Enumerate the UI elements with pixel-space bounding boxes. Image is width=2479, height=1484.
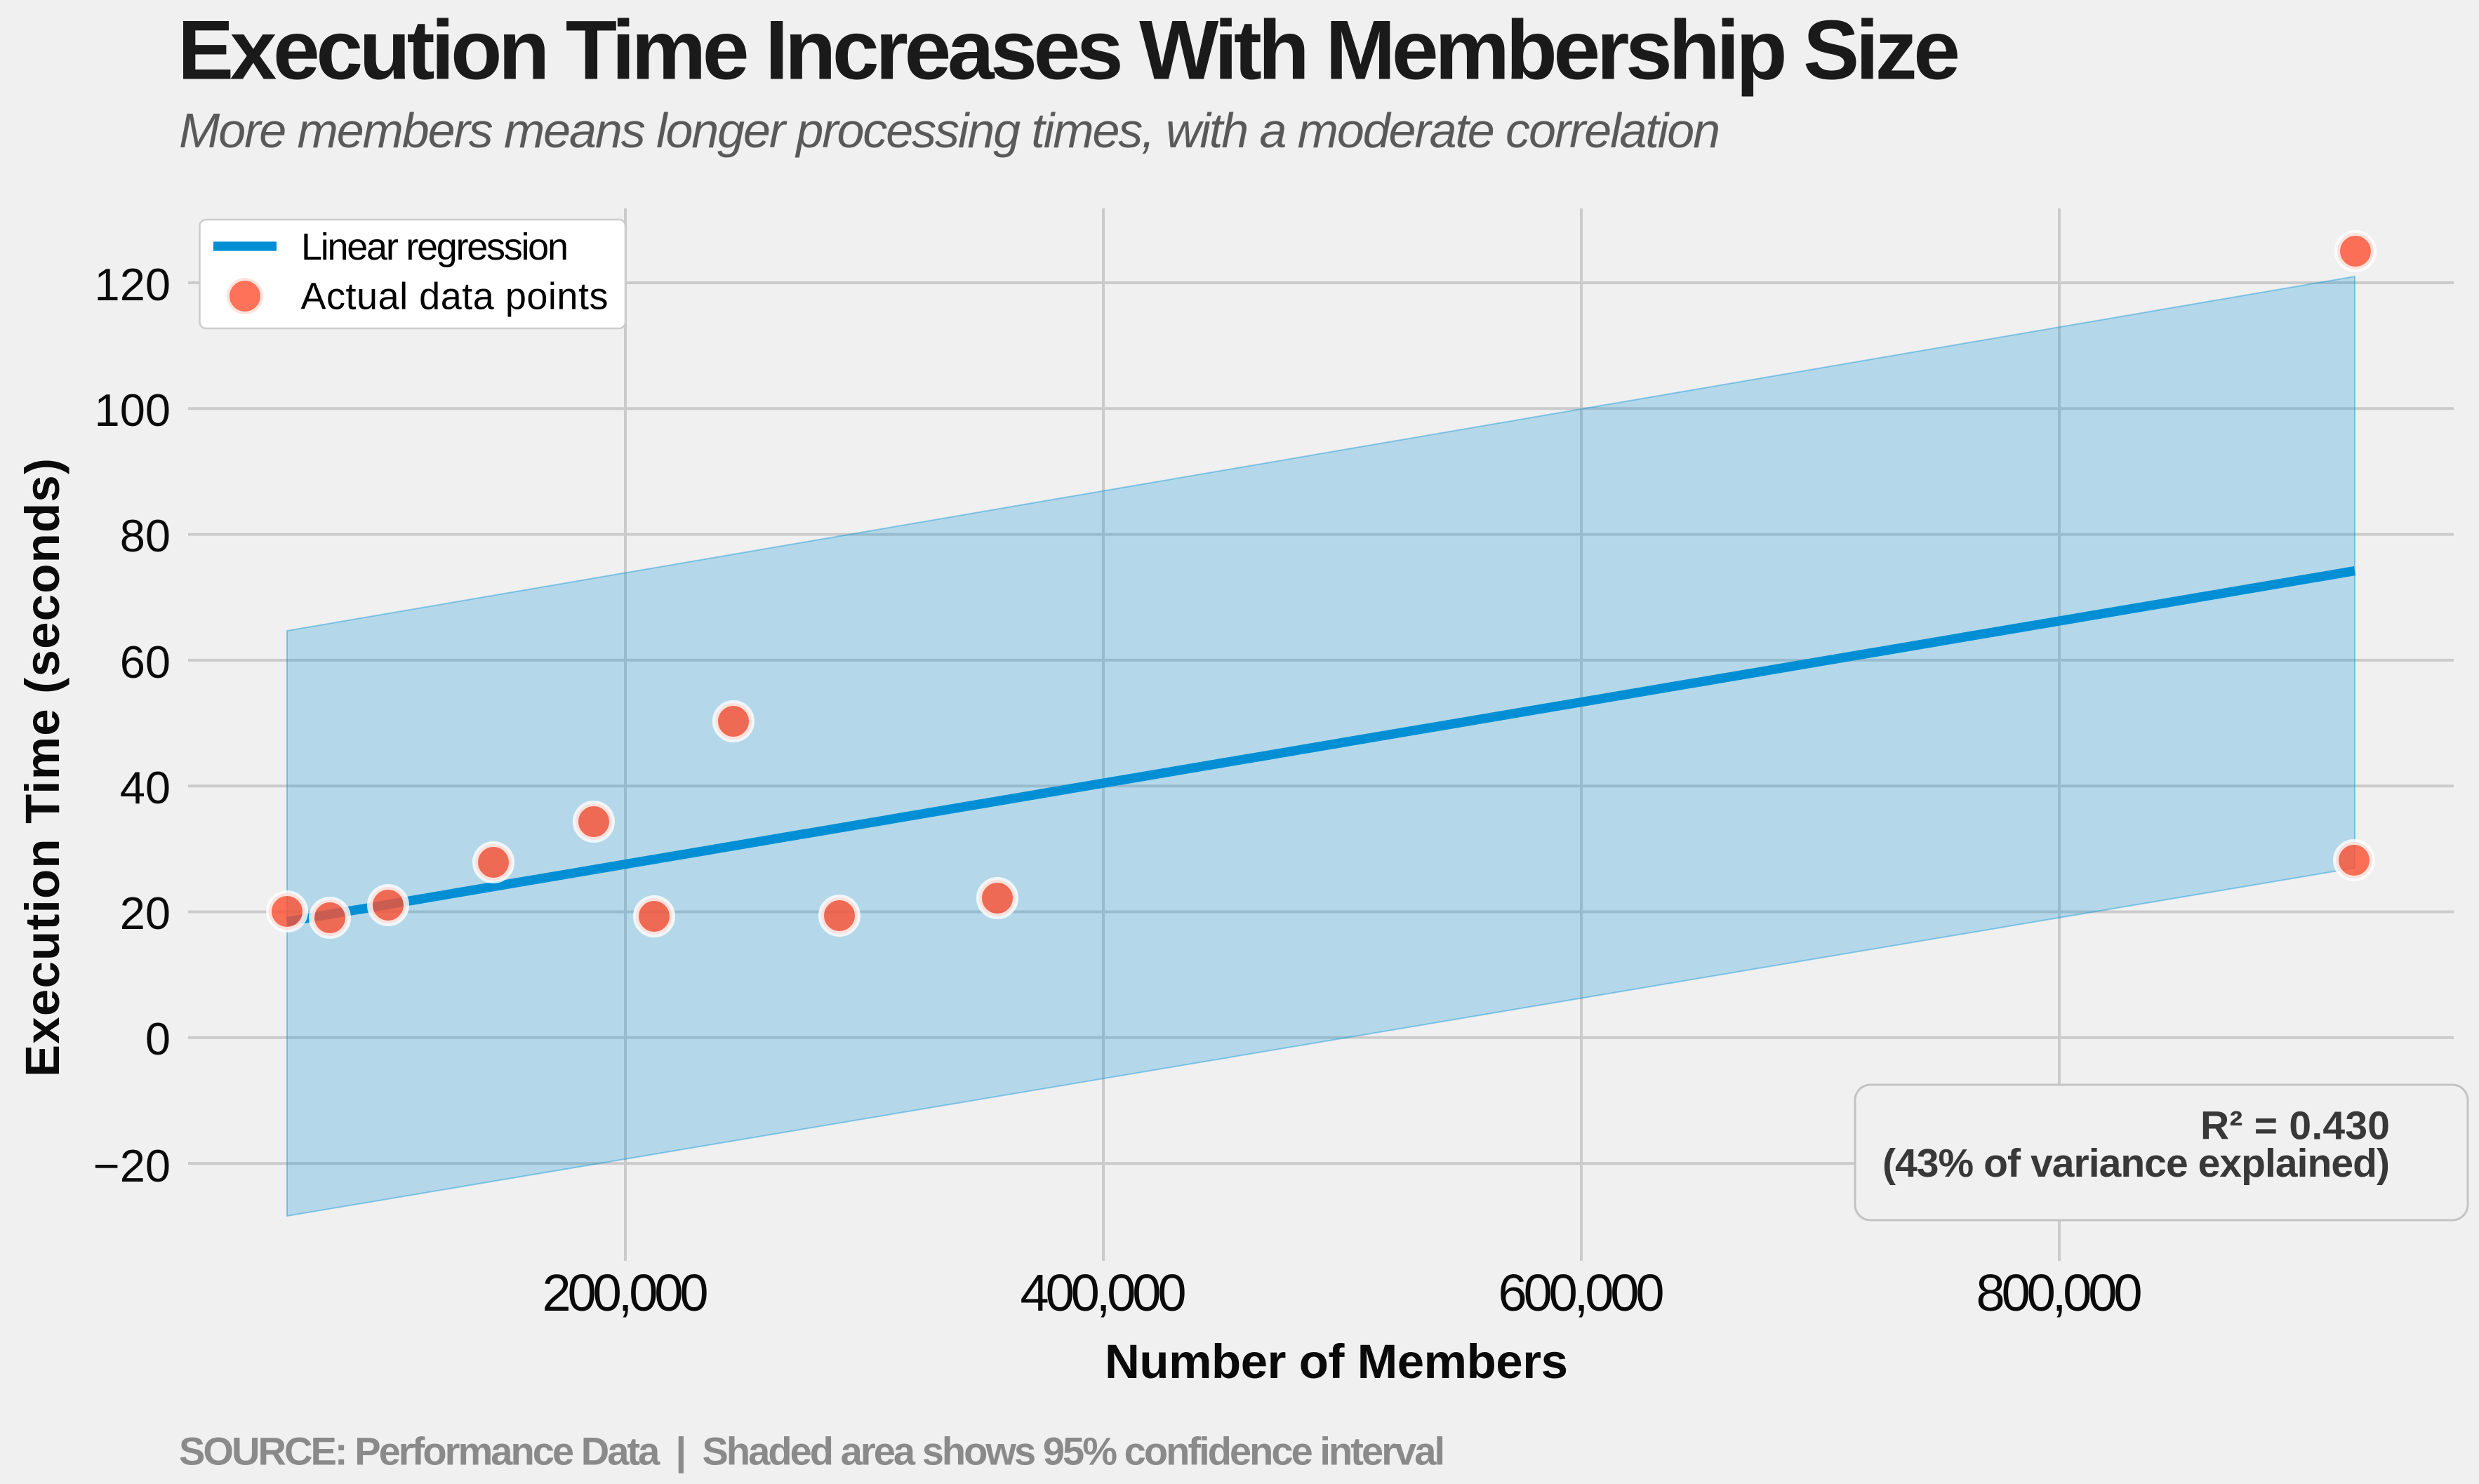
- svg-text:Execution Time Increases With: Execution Time Increases With Membership…: [178, 4, 1960, 98]
- svg-text:20: 20: [120, 888, 171, 939]
- svg-text:60: 60: [120, 636, 171, 688]
- svg-text:More members means longer proc: More members means longer processing tim…: [179, 103, 1720, 158]
- svg-text:100: 100: [95, 385, 171, 436]
- svg-text:−20: −20: [93, 1140, 171, 1191]
- svg-text:Execution Time (seconds): Execution Time (seconds): [15, 458, 69, 1077]
- svg-text:Number of Members: Number of Members: [1105, 1335, 1568, 1389]
- svg-text:0: 0: [145, 1013, 171, 1064]
- svg-text:40: 40: [120, 762, 171, 813]
- svg-text:SOURCE: Performance Data | S: SOURCE: Performance Data | Shaded area s…: [179, 1429, 1445, 1474]
- svg-text:Actual data points: Actual data points: [301, 276, 609, 318]
- svg-text:800,000: 800,000: [1976, 1264, 2143, 1322]
- svg-text:120: 120: [95, 259, 171, 310]
- svg-text:Linear regression: Linear regression: [301, 226, 569, 268]
- svg-text:600,000: 600,000: [1498, 1264, 1665, 1322]
- svg-text:80: 80: [120, 510, 171, 561]
- svg-text:(43% of variance explained): (43% of variance explained): [1882, 1141, 2390, 1186]
- svg-text:R² = 0.430: R² = 0.430: [2200, 1104, 2390, 1149]
- svg-text:200,000: 200,000: [543, 1264, 709, 1322]
- svg-text:400,000: 400,000: [1021, 1264, 1187, 1322]
